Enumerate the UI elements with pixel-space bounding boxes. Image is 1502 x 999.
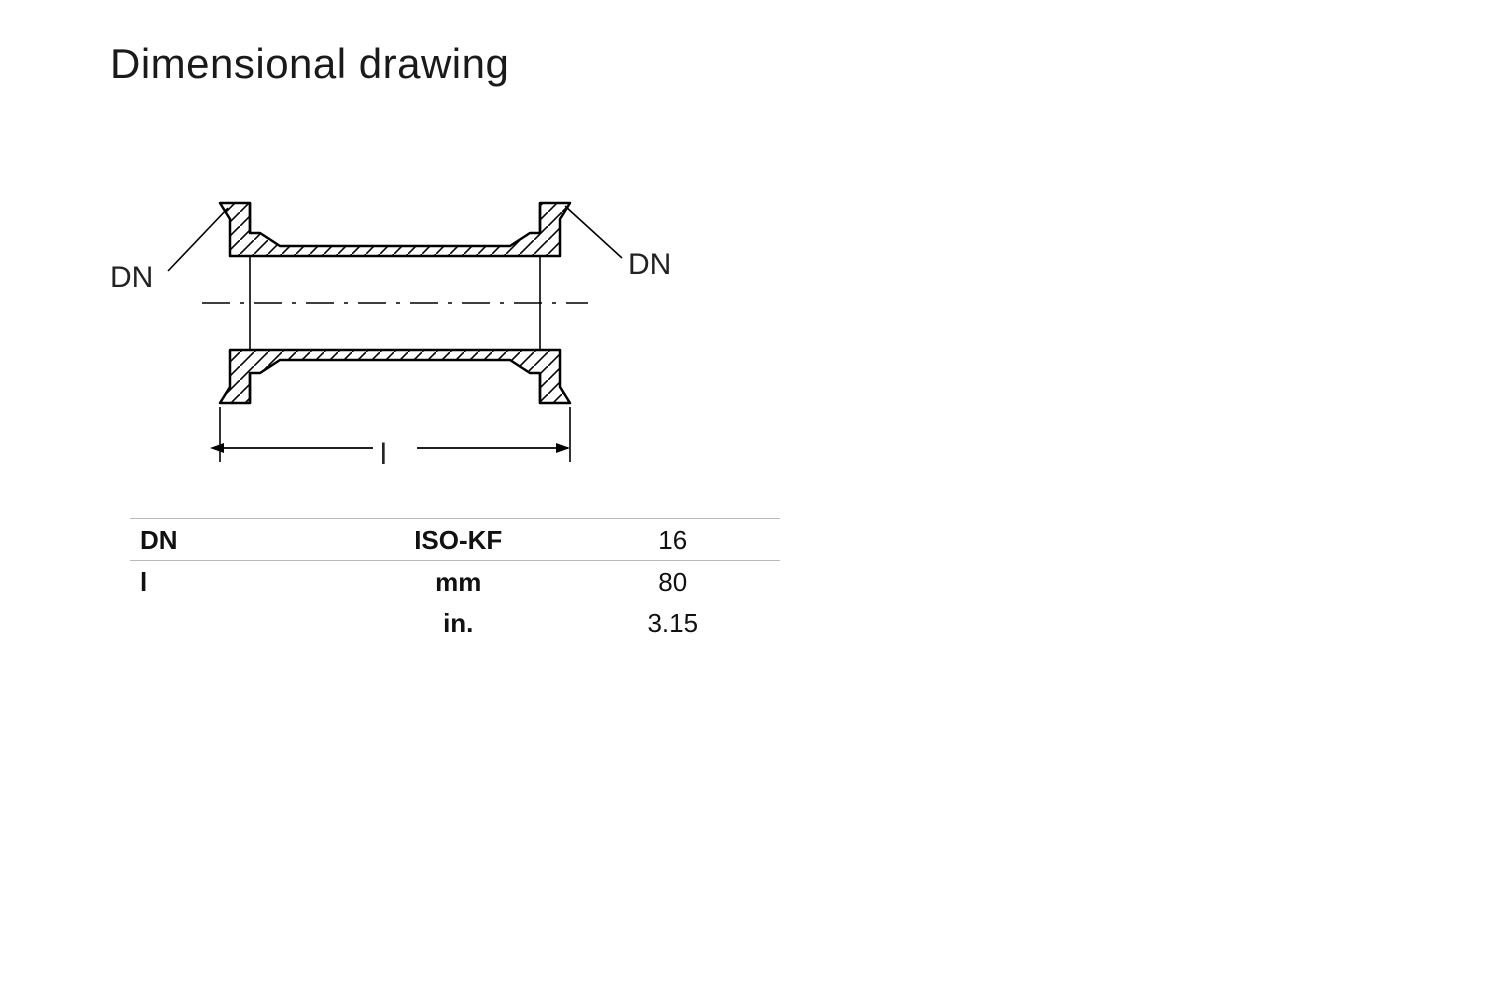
dimension-l-label: l: [380, 438, 387, 472]
unit-cell: in.: [351, 602, 566, 643]
callout-dn-right: DN: [628, 248, 671, 282]
callout-dn-left: DN: [110, 261, 153, 295]
value-cell: 3.15: [566, 602, 781, 643]
table-row: DNISO-KF16: [130, 519, 780, 561]
dimensional-drawing: DN DN l: [100, 128, 800, 458]
value-cell: 80: [566, 561, 781, 603]
table-row: lmm80: [130, 561, 780, 603]
unit-cell: mm: [351, 561, 566, 603]
unit-cell: ISO-KF: [351, 519, 566, 561]
table-row: in.3.15: [130, 602, 780, 643]
page-title: Dimensional drawing: [110, 40, 1502, 88]
drawing-svg: [100, 128, 800, 488]
param-cell: [130, 602, 351, 643]
param-cell: DN: [130, 519, 351, 561]
value-cell: 16: [566, 519, 781, 561]
dimensions-table: DNISO-KF16lmm80in.3.15: [130, 518, 780, 643]
param-cell: l: [130, 561, 351, 603]
